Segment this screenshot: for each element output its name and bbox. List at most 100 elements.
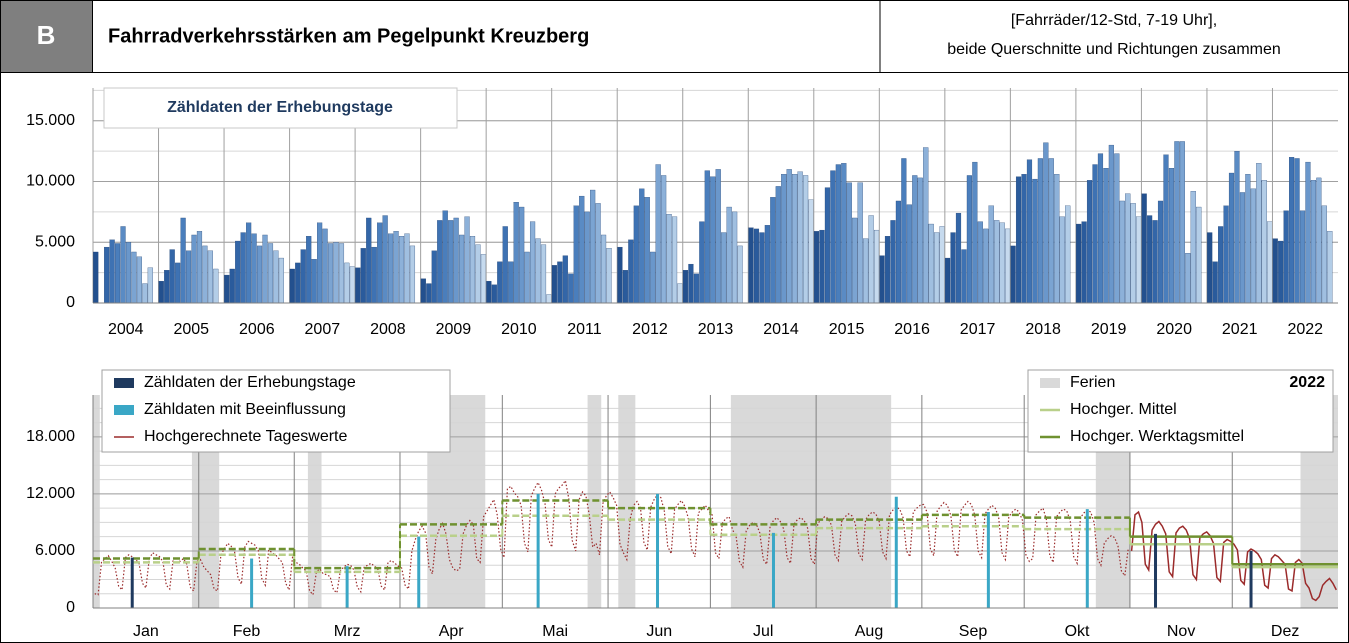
bar: [983, 228, 989, 304]
bar: [770, 197, 776, 304]
x-tick-label: 2010: [501, 321, 537, 338]
bar: [519, 206, 525, 304]
bar: [1185, 253, 1191, 304]
bar: [1054, 174, 1060, 304]
bar: [169, 249, 175, 304]
bar: [661, 175, 667, 304]
annotation-box: [103, 87, 458, 129]
bar: [1026, 159, 1033, 304]
legend-label: Hochger. Werktagsmittel: [1070, 428, 1244, 445]
bar: [131, 251, 137, 304]
bar: [988, 205, 994, 304]
bar: [1119, 200, 1125, 304]
bar: [1086, 180, 1093, 304]
bar: [524, 251, 530, 304]
bar: [753, 228, 760, 304]
x-tick-label: 2021: [1222, 321, 1258, 338]
x-tick-label: 2020: [1156, 321, 1192, 338]
bar: [497, 261, 503, 304]
bar: [235, 240, 241, 304]
bar: [1125, 193, 1131, 304]
bar: [513, 202, 519, 304]
bar: [1272, 238, 1278, 304]
bar: [93, 251, 99, 304]
bar: [841, 163, 847, 304]
bar: [928, 223, 934, 304]
bar: [311, 259, 317, 304]
bar: [901, 158, 907, 304]
bar: [202, 245, 208, 304]
bar: [1108, 144, 1114, 304]
x-tick-label: 2004: [108, 321, 144, 338]
bar: [409, 245, 416, 304]
bar: [584, 211, 590, 304]
bar: [175, 262, 181, 304]
bar: [546, 294, 552, 304]
bar: [688, 263, 694, 304]
bar: [1321, 205, 1327, 304]
bar: [917, 177, 923, 304]
legend-label: Ferien: [1070, 374, 1115, 391]
bar: [1010, 245, 1016, 304]
legend-swatch: [114, 405, 134, 415]
bar: [655, 164, 661, 304]
x-tick-label: Nov: [1167, 623, 1195, 640]
legend-label: Zähldaten der Erhebungstage: [144, 374, 356, 391]
note-line: [Fahrräder/12-Std, 7-19 Uhr],: [1011, 12, 1217, 29]
bar: [1152, 220, 1158, 304]
bar: [1015, 176, 1022, 304]
bar: [306, 236, 312, 304]
bar: [333, 242, 339, 304]
bar: [1278, 240, 1284, 304]
bar: [256, 245, 263, 304]
bar: [579, 195, 585, 304]
bar: [912, 175, 918, 304]
bar: [759, 232, 765, 304]
bar: [786, 169, 792, 304]
bar: [961, 249, 967, 304]
bar: [573, 205, 579, 304]
bar: [404, 233, 410, 304]
bar: [1234, 151, 1240, 304]
bar: [644, 197, 650, 304]
bar: [158, 280, 164, 304]
bar: [628, 239, 634, 304]
bar: [934, 232, 940, 304]
bar: [666, 214, 672, 304]
bar: [1267, 221, 1273, 304]
bar: [196, 231, 203, 304]
bar: [710, 176, 716, 304]
bar: [868, 215, 874, 304]
holiday-band: [730, 395, 892, 608]
bar: [480, 254, 487, 304]
bar: [1076, 223, 1082, 304]
y-tick-label: 15.000: [26, 112, 75, 129]
bar: [300, 249, 306, 304]
y-tick-label: 18.000: [26, 428, 75, 445]
year-label: 2022: [1289, 374, 1325, 391]
bar: [999, 222, 1005, 304]
bar: [529, 221, 536, 304]
bar: [442, 210, 448, 304]
bar: [895, 200, 902, 304]
bar: [114, 243, 121, 304]
bar: [360, 248, 366, 304]
bar: [1228, 172, 1235, 304]
bar: [682, 270, 689, 304]
bar: [229, 268, 235, 304]
bar: [1043, 142, 1049, 304]
bar: [737, 245, 743, 304]
bar: [540, 244, 547, 304]
bar: [366, 217, 372, 304]
bar: [699, 221, 705, 304]
bar: [874, 229, 880, 304]
bar: [1005, 228, 1011, 304]
x-tick-label: Mai: [542, 623, 568, 640]
legend-label: Hochger. Mittel: [1070, 401, 1177, 418]
holiday-band: [93, 395, 100, 608]
x-tick-label: Jun: [646, 623, 672, 640]
bar: [835, 164, 841, 304]
bar: [322, 228, 328, 304]
bar: [890, 220, 896, 304]
